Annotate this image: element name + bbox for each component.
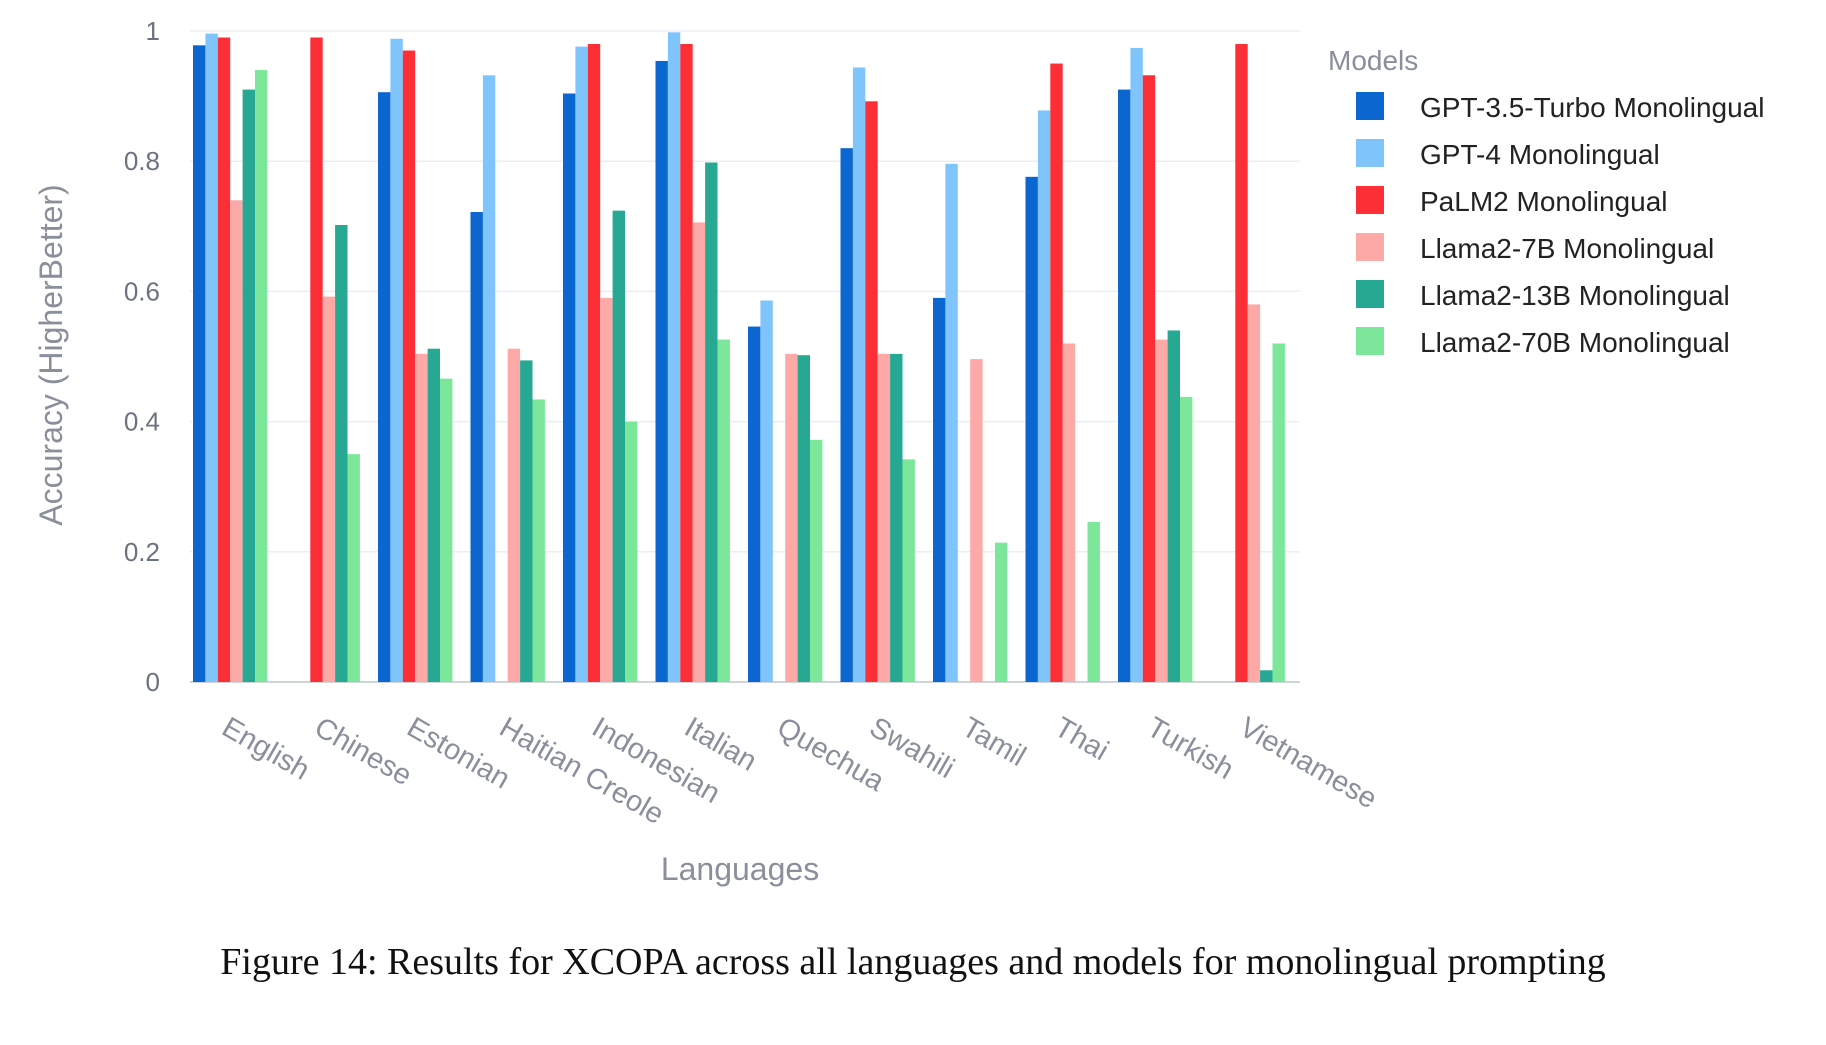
bar <box>255 70 268 682</box>
bar <box>945 163 958 682</box>
legend-label: GPT-4 Monolingual <box>1420 139 1660 170</box>
bar <box>890 353 903 682</box>
bar <box>933 297 946 682</box>
y-tick-label: 0.6 <box>124 276 160 306</box>
y-tick-label: 0.4 <box>124 407 160 437</box>
bar <box>390 38 403 682</box>
bar <box>1062 343 1076 682</box>
bar <box>205 33 218 682</box>
y-axis-title: Accuracy (HigherBetter) <box>33 184 69 525</box>
gridlines <box>190 30 1300 683</box>
legend: Models GPT-3.5-Turbo Monolingual GPT-4 Mo… <box>1328 45 1764 358</box>
bar <box>575 46 588 682</box>
legend-swatch <box>1356 92 1384 120</box>
bar <box>692 222 706 683</box>
bar <box>797 355 810 682</box>
bar <box>347 454 360 682</box>
bar <box>402 50 416 682</box>
legend-swatch <box>1356 327 1384 355</box>
bar <box>230 200 243 682</box>
bar <box>1167 330 1180 682</box>
bar <box>865 101 878 683</box>
legend-title: Models <box>1328 45 1418 76</box>
x-tick-label: Vietnamese <box>1234 711 1382 815</box>
bar <box>1118 89 1131 683</box>
legend-swatch <box>1356 139 1384 167</box>
bar <box>1130 47 1143 682</box>
y-tick-label: 0 <box>146 667 160 697</box>
bar <box>655 60 668 683</box>
bar <box>378 92 391 683</box>
x-tick-label: Estonian <box>402 711 516 795</box>
bar <box>840 148 853 682</box>
bar <box>1142 75 1156 682</box>
x-tick-label: Thai <box>1049 711 1114 767</box>
legend-label: PaLM2 Monolingual <box>1420 186 1668 217</box>
bar <box>470 211 483 682</box>
bar <box>587 44 601 682</box>
bar <box>995 542 1008 682</box>
bar <box>1235 44 1248 682</box>
x-tick-label: Chinese <box>309 711 417 792</box>
bar <box>427 348 440 682</box>
bar <box>852 67 866 683</box>
bar <box>1155 339 1168 682</box>
bar <box>680 44 693 682</box>
bar <box>760 300 773 682</box>
bar <box>193 45 206 682</box>
bar <box>217 37 231 682</box>
bar <box>322 296 336 682</box>
bar <box>705 162 718 682</box>
bar <box>1050 63 1063 683</box>
bar <box>748 326 761 682</box>
y-axis-ticks: 0 0.2 0.4 0.6 0.8 1 <box>124 16 160 697</box>
bar <box>482 75 496 682</box>
legend-items: GPT-3.5-Turbo Monolingual GPT-4 Monolingu… <box>1356 92 1764 358</box>
bar <box>1087 521 1100 682</box>
x-tick-label: English <box>217 711 315 786</box>
y-tick-label: 0.2 <box>124 537 160 567</box>
legend-label: Llama2-70B Monolingual <box>1420 327 1730 358</box>
bar <box>970 359 983 682</box>
bar <box>563 93 576 683</box>
bar <box>717 339 730 682</box>
bar <box>667 32 681 682</box>
bar <box>1037 110 1051 682</box>
legend-label: Llama2-13B Monolingual <box>1420 280 1730 311</box>
figure-caption: Figure 14: Results for XCOPA across all … <box>220 941 1606 983</box>
bar <box>877 353 891 682</box>
x-tick-label: Turkish <box>1142 711 1239 786</box>
bar <box>902 459 915 682</box>
bar <box>507 348 521 682</box>
bar <box>335 224 348 683</box>
legend-label: GPT-3.5-Turbo Monolingual <box>1420 92 1764 123</box>
legend-swatch <box>1356 280 1384 308</box>
bars <box>193 32 1285 683</box>
bar <box>1025 176 1038 682</box>
bar <box>310 37 323 682</box>
bar <box>520 360 533 682</box>
bar <box>415 353 428 682</box>
legend-label: Llama2-7B Monolingual <box>1420 233 1714 264</box>
bar <box>810 439 823 682</box>
bar <box>242 89 255 683</box>
bar <box>785 353 798 682</box>
bar <box>1180 396 1193 682</box>
x-tick-label: Tamil <box>957 711 1032 773</box>
legend-swatch <box>1356 233 1384 261</box>
bar <box>440 378 453 682</box>
bar <box>625 421 638 682</box>
y-tick-label: 0.8 <box>124 146 160 176</box>
bar <box>600 297 613 682</box>
bar <box>1260 670 1273 682</box>
bar <box>1247 304 1261 682</box>
x-axis-title: Languages <box>661 851 819 887</box>
bar <box>612 210 625 682</box>
bar <box>1272 343 1285 682</box>
legend-swatch <box>1356 186 1384 214</box>
bar <box>532 399 545 682</box>
y-tick-label: 1 <box>146 16 160 46</box>
